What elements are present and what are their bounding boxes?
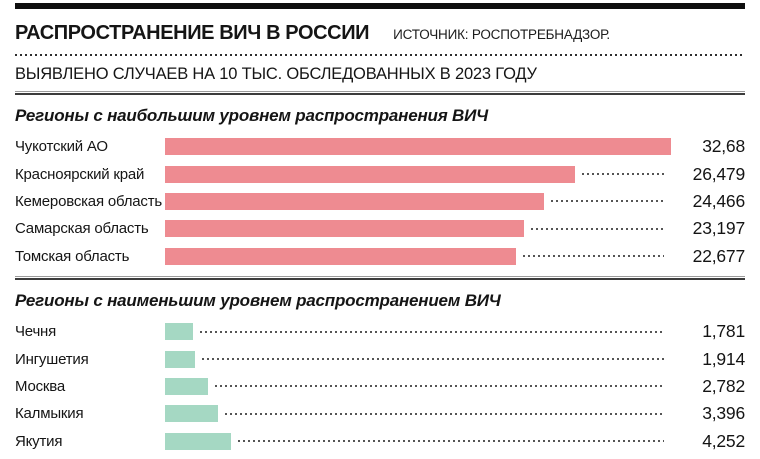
bar-label: Москва bbox=[15, 377, 66, 395]
leader-dots bbox=[531, 227, 664, 230]
bar-value: 24,466 bbox=[692, 190, 746, 211]
bar-label: Чукотский АО bbox=[15, 138, 108, 156]
bar bbox=[165, 247, 517, 265]
bar-track bbox=[165, 377, 671, 395]
leader-dots bbox=[237, 440, 664, 443]
bar bbox=[165, 350, 195, 368]
bar-label: Красноярский край bbox=[15, 165, 145, 183]
bar-track bbox=[165, 323, 671, 341]
leader-dots bbox=[215, 385, 664, 388]
bar-label: Самарская область bbox=[15, 220, 149, 238]
leader-dots bbox=[201, 358, 664, 361]
bar bbox=[165, 405, 218, 423]
bar-label: Кемеровская область bbox=[15, 192, 162, 210]
leader-dots bbox=[550, 200, 664, 203]
chart-section-high: Регионы с наибольшим уровнем распростран… bbox=[0, 95, 760, 276]
bar-label: Томская область bbox=[15, 247, 130, 265]
bar-label: Чечня bbox=[15, 323, 57, 341]
bar-value: 23,197 bbox=[692, 218, 746, 239]
thick-divider-top bbox=[15, 91, 745, 95]
source-label: ИСТОЧНИК: РОСПОТРЕБНАДЗОР. bbox=[393, 27, 610, 42]
bar bbox=[165, 220, 525, 238]
bar-label: Ингушетия bbox=[15, 350, 89, 368]
bar-label: Якутия bbox=[15, 432, 63, 450]
bar-value: 1,914 bbox=[702, 348, 745, 369]
bar-row: Ингушетия 1,914 bbox=[15, 345, 745, 372]
bar-row: Чечня 1,781 bbox=[15, 318, 745, 345]
leader-dots bbox=[581, 173, 664, 176]
chart-section-low: Регионы с наименьшим уровнем распростран… bbox=[0, 280, 760, 459]
leader-dots bbox=[523, 255, 664, 258]
bar bbox=[165, 192, 544, 210]
bar-value: 4,252 bbox=[702, 430, 745, 451]
page-title: РАСПРОСТРАНЕНИЕ ВИЧ В РОССИИ bbox=[15, 22, 370, 44]
bar-track bbox=[165, 138, 671, 156]
dotted-divider bbox=[15, 54, 745, 56]
bar-track bbox=[165, 350, 671, 368]
bar-track bbox=[165, 165, 671, 183]
bar-row: Калмыкия 3,396 bbox=[15, 400, 745, 427]
bar-track bbox=[165, 192, 671, 210]
bar-value: 2,782 bbox=[702, 375, 745, 396]
bar-value: 3,396 bbox=[702, 403, 745, 424]
bar bbox=[165, 138, 671, 156]
bar-value: 22,677 bbox=[692, 245, 746, 266]
rows: Чукотский АО 32,68 Красноярский край 26,479… bbox=[0, 131, 760, 276]
bar-row: Чукотский АО 32,68 bbox=[15, 133, 745, 160]
top-black-bar bbox=[15, 3, 745, 9]
header: РАСПРОСТРАНЕНИЕ ВИЧ В РОССИИ ИСТОЧНИК: Р… bbox=[0, 9, 760, 54]
subtitle: ВЫЯВЛЕНО СЛУЧАЕВ НА 10 ТЫС. ОБСЛЕДОВАННЫ… bbox=[15, 65, 537, 83]
bar-value: 26,479 bbox=[692, 163, 746, 184]
bar-track bbox=[165, 247, 671, 265]
bar-track bbox=[165, 432, 671, 450]
bar-row: Самарская область 23,197 bbox=[15, 215, 745, 242]
leader-dots bbox=[224, 412, 664, 415]
bar-row: Якутия 4,252 bbox=[15, 428, 745, 455]
bar bbox=[165, 323, 193, 341]
leader-dots bbox=[199, 330, 664, 333]
bar-row: Томская область 22,677 bbox=[15, 243, 745, 270]
bar-row: Кемеровская область 24,466 bbox=[15, 188, 745, 215]
bar bbox=[165, 165, 575, 183]
bar-value: 1,781 bbox=[702, 321, 745, 342]
bar bbox=[165, 377, 209, 395]
bar-row: Красноярский край 26,479 bbox=[15, 160, 745, 187]
bar-label: Калмыкия bbox=[15, 405, 84, 423]
bar bbox=[165, 432, 231, 450]
bar-track bbox=[165, 405, 671, 423]
rows: Чечня 1,781 Ингушетия 1,914 Москва 2,782 Калмы… bbox=[0, 316, 760, 459]
bar-track bbox=[165, 220, 671, 238]
bar-value: 32,68 bbox=[702, 136, 745, 157]
section-title: Регионы с наибольшим уровнем распростран… bbox=[15, 106, 488, 125]
bar-row: Москва 2,782 bbox=[15, 373, 745, 400]
section-title: Регионы с наименьшим уровнем распростран… bbox=[15, 290, 501, 310]
thick-divider-middle bbox=[15, 275, 745, 280]
